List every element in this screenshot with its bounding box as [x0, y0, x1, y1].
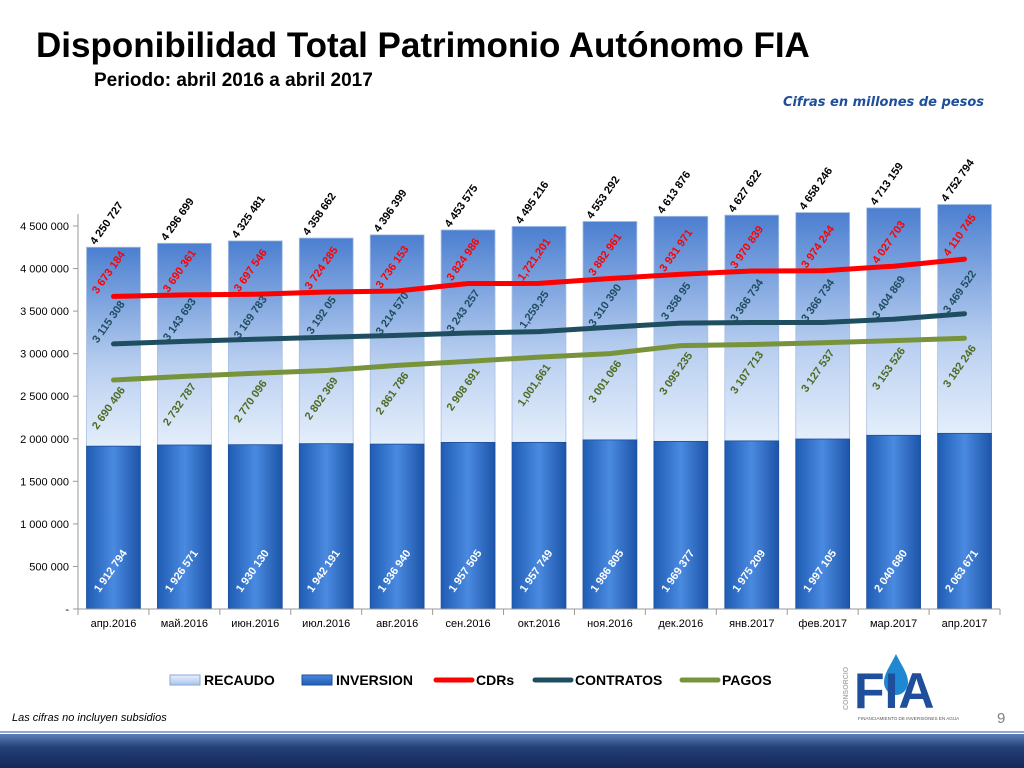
total-label: 4 250 727 [88, 200, 126, 247]
bar-inversion [937, 432, 992, 610]
units-note: Cifras en millones de pesos [782, 95, 984, 110]
bar-recaudo [227, 240, 283, 446]
x-tick-label: янв.2017 [729, 618, 774, 630]
y-tick-label: 2 000 000 [20, 434, 69, 446]
water-drop-icon [884, 654, 908, 695]
total-label: 4 713 159 [868, 161, 906, 208]
bar-inversion [298, 443, 354, 610]
x-tick-label: фев.2017 [798, 618, 847, 630]
bar-recaudo [440, 229, 496, 443]
legend: RECAUDO INVERSION CDRs CONTRATOS PAGOS [169, 672, 772, 688]
x-tick-label: июл.2016 [302, 618, 350, 630]
y-tick-label: - [65, 604, 69, 616]
legend-swatch-inversion [301, 674, 333, 686]
line-pagos [111, 335, 967, 383]
x-tick-label: ноя.2016 [587, 618, 633, 630]
bar-recaudo [937, 204, 992, 434]
y-axis: - 500 000 1 000 000 1 500 000 2 000 000 2 500… [20, 214, 79, 616]
x-tick-label: апр.2017 [942, 618, 988, 630]
x-tick-label: апр.2016 [91, 618, 137, 630]
bar-recaudo [724, 214, 780, 442]
logo-side-text: CONSORCIO [843, 666, 850, 710]
total-label: 4 296 699 [159, 196, 197, 243]
total-label: 4 396 399 [372, 188, 410, 235]
logo-letters: FIA [854, 663, 935, 719]
total-label: 4 553 292 [585, 174, 623, 221]
total-label: 4 613 876 [655, 169, 693, 216]
line-contratos [111, 311, 967, 347]
total-label: 4 627 622 [726, 168, 764, 215]
y-tick-label: 2 500 000 [20, 391, 69, 403]
y-tick-label: 4 000 000 [20, 264, 69, 276]
x-tick-label: дек.2016 [658, 618, 703, 630]
bar-recaudo [795, 212, 851, 440]
bar-recaudo [653, 215, 709, 442]
legend-label-cdrs: CDRs [476, 672, 514, 688]
total-label: 4 752 794 [939, 157, 977, 205]
bar-recaudo [86, 246, 141, 447]
legend-label-contratos: CONTRATOS [575, 672, 662, 688]
legend-label-inversion: INVERSION [336, 672, 413, 688]
slide-title: Disponibilidad Total Patrimonio Autónomo… [36, 26, 810, 65]
bar-inversion [653, 440, 709, 610]
bar-recaudo [369, 234, 425, 445]
bottom-band [0, 734, 1024, 768]
total-label: 4 358 662 [301, 191, 339, 238]
bars [86, 204, 992, 610]
bar-inversion [866, 434, 921, 610]
y-tick-label: 4 500 000 [20, 221, 69, 233]
slide-subtitle: Periodo: abril 2016 a abril 2017 [94, 70, 373, 91]
legend-label-recaudo: RECAUDO [204, 672, 275, 688]
bar-recaudo [298, 237, 354, 445]
total-label: 4 495 216 [514, 179, 552, 226]
logo-tagline: FINANCIAMIENTO DE INVERSIONES EN AGUA [858, 716, 960, 721]
x-tick-label: май.2016 [161, 618, 208, 630]
total-label: 4 453 575 [443, 183, 481, 230]
bar-inversion [511, 441, 567, 610]
chart: - 500 000 1 000 000 1 500 000 2 000 000 2 500… [20, 157, 1001, 688]
x-tick-label: авг.2016 [376, 618, 418, 630]
y-tick-label: 3 000 000 [20, 349, 69, 361]
y-tick-label: 1 500 000 [20, 476, 69, 488]
x-tick-label: окт.2016 [518, 618, 560, 630]
legend-swatch-recaudo [169, 674, 201, 686]
bar-inversion [369, 443, 425, 610]
bar-inversion [582, 439, 638, 610]
x-tick-label: мар.2017 [870, 618, 917, 630]
total-label: 4 325 481 [230, 194, 268, 241]
x-tick-label: сен.2016 [445, 618, 490, 630]
series-lines [111, 256, 967, 383]
page-number: 9 [997, 710, 1006, 727]
line-cdrs [111, 256, 967, 299]
legend-label-pagos: PAGOS [722, 672, 772, 688]
total-label: 4 658 246 [797, 165, 835, 212]
y-tick-label: 3 500 000 [20, 306, 69, 318]
bar-inversion [440, 441, 496, 610]
bar-inversion [724, 440, 780, 610]
x-axis: апр.2016 май.2016 июн.2016 июл.2016 авг.2016… [77, 608, 1001, 630]
bar-inversion [795, 438, 851, 610]
y-tick-label: 500 000 [29, 561, 69, 573]
fia-logo: CONSORCIO FIA FINANCIAMIENTO DE INVERSIO… [843, 654, 960, 721]
footnote: Las cifras no incluyen subsidios [12, 712, 167, 724]
x-tick-label: июн.2016 [231, 618, 279, 630]
bar-inversion [86, 445, 141, 610]
bottom-rule [0, 731, 1024, 733]
y-tick-label: 1 000 000 [20, 519, 69, 531]
